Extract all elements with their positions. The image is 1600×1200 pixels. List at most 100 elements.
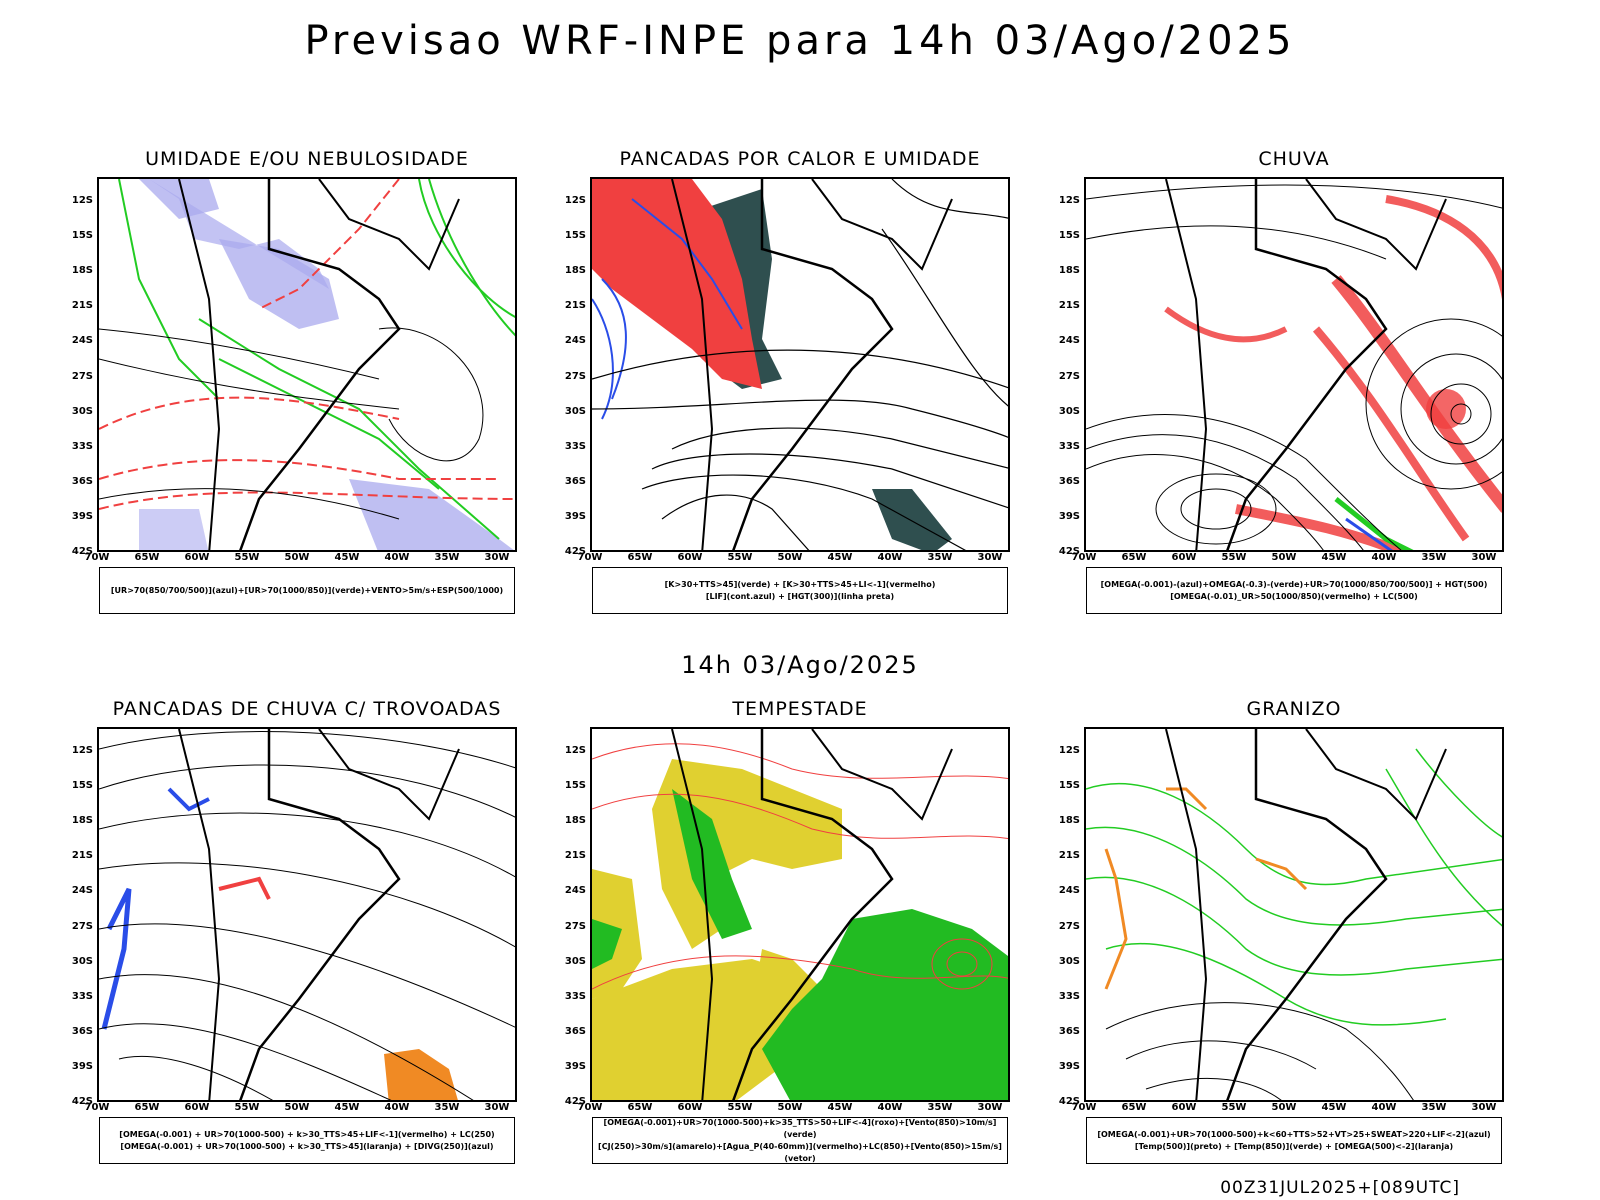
lat-tick-label: 30S: [71, 955, 93, 967]
lat-tick-label: 12S: [71, 745, 93, 756]
lon-tick-label: 40W: [877, 552, 903, 563]
lon-tick-label: 40W: [384, 1102, 410, 1113]
lon-tick-label: 45W: [827, 552, 853, 563]
lon-tick-label: 35W: [434, 1102, 460, 1113]
lat-tick-label: 27S: [564, 370, 586, 382]
lat-tick-label: 24S: [1058, 885, 1080, 897]
lon-tick-label: 45W: [1321, 552, 1347, 563]
lon-tick-label: 45W: [334, 1102, 360, 1113]
lat-tick-label: 33S: [564, 990, 586, 1002]
lat-tick-label: 18S: [564, 815, 586, 827]
lon-tick-label: 50W: [777, 1102, 803, 1113]
run-info-label: 00Z31JUL2025+[089UTC]: [1220, 1178, 1460, 1198]
lon-tick-label: 45W: [334, 552, 360, 563]
lat-tick-label: 27S: [71, 370, 93, 382]
lon-tick-label: 30W: [977, 1102, 1003, 1113]
lon-tick-label: 50W: [1271, 1102, 1297, 1113]
lon-tick-label: 60W: [677, 1102, 703, 1113]
lon-tick-label: 30W: [1471, 552, 1497, 563]
lat-tick-label: 27S: [564, 920, 586, 932]
lat-tick-label: 36S: [1058, 475, 1080, 487]
lat-tick-label: 36S: [564, 475, 586, 487]
lon-tick-label: 30W: [1471, 1102, 1497, 1113]
lat-tick-label: 39S: [1058, 510, 1080, 522]
lat-tick-label: 24S: [564, 885, 586, 897]
lat-tick-label: 21S: [71, 850, 93, 862]
lon-tick-label: 70W: [577, 552, 603, 563]
lon-tick-label: 55W: [727, 552, 753, 563]
lat-tick-label: 15S: [564, 780, 586, 792]
lat-tick-label: 12S: [1058, 195, 1080, 206]
map-pancadas-calor: [590, 177, 1010, 552]
lat-tick-label: 15S: [564, 230, 586, 242]
lat-tick-label: 42S: [71, 546, 93, 557]
lon-tick-label: 60W: [677, 552, 703, 563]
lat-tick-label: 30S: [1058, 955, 1080, 967]
lon-tick-label: 35W: [927, 552, 953, 563]
lon-tick-label: 45W: [827, 1102, 853, 1113]
lon-tick-label: 35W: [1421, 552, 1447, 563]
lat-tick-label: 27S: [71, 920, 93, 932]
lon-tick-label: 35W: [1421, 1102, 1447, 1113]
legend-line: [Temp(500)](preto) + [Temp(850)](verde) …: [1134, 1141, 1454, 1151]
lat-tick-label: 36S: [564, 1025, 586, 1037]
lat-tick-label: 33S: [71, 990, 93, 1002]
panel-title: GRANIZO: [1246, 698, 1342, 720]
map-chuva: [1084, 177, 1504, 552]
lon-tick-label: 50W: [1271, 552, 1297, 563]
panel-title: PANCADAS DE CHUVA C/ TROVOADAS: [112, 698, 502, 720]
lon-tick-label: 70W: [84, 1102, 110, 1113]
panel-title: UMIDADE E/OU NEBULOSIDADE: [145, 148, 469, 170]
lat-tick-label: 24S: [71, 885, 93, 897]
lon-tick-label: 65W: [627, 552, 653, 563]
lon-tick-label: 30W: [484, 552, 510, 563]
lon-tick-label: 55W: [234, 552, 260, 563]
lat-tick-label: 15S: [1058, 230, 1080, 242]
lon-tick-label: 65W: [134, 1102, 160, 1113]
lat-tick-label: 36S: [71, 1025, 93, 1037]
legend-box: [OMEGA(-0.001) + UR>70(1000-500) + k>30_…: [99, 1117, 515, 1164]
lon-tick-label: 70W: [1071, 552, 1097, 563]
legend-line: [OMEGA(-0.01)_UR>50(1000/850)(vermelho) …: [1170, 591, 1418, 601]
lon-tick-label: 60W: [184, 552, 210, 563]
lat-tick-label: 39S: [71, 1060, 93, 1072]
map-graphic: [1086, 729, 1502, 1100]
lon-tick-label: 70W: [84, 552, 110, 563]
lat-tick-label: 12S: [1058, 745, 1080, 756]
map-granizo: [1084, 727, 1504, 1102]
lon-tick-label: 40W: [1371, 1102, 1397, 1113]
lon-tick-label: 30W: [977, 552, 1003, 563]
legend-box: [OMEGA(-0.001)+UR>70(1000-500)+k<60+TTS>…: [1086, 1117, 1502, 1164]
lon-tick-label: 50W: [284, 552, 310, 563]
lon-tick-label: 45W: [1321, 1102, 1347, 1113]
map-graphic: [99, 729, 515, 1100]
valid-time-label: 14h 03/Ago/2025: [681, 651, 919, 679]
lat-tick-label: 42S: [1058, 1096, 1080, 1107]
map-graphic: [1086, 179, 1502, 550]
lon-tick-label: 70W: [577, 1102, 603, 1113]
panel-title: TEMPESTADE: [732, 698, 868, 720]
legend-box: [UR>70(850/700/500)](azul)+[UR>70(1000/8…: [99, 567, 515, 614]
lat-tick-label: 30S: [71, 405, 93, 417]
lon-tick-label: 60W: [184, 1102, 210, 1113]
lon-tick-label: 55W: [1221, 1102, 1247, 1113]
lon-tick-label: 40W: [384, 552, 410, 563]
map-graphic: [99, 179, 515, 550]
main-title: Previsao WRF-INPE para 14h 03/Ago/2025: [304, 18, 1296, 64]
lon-tick-label: 65W: [1121, 1102, 1147, 1113]
lat-tick-label: 36S: [1058, 1025, 1080, 1037]
lat-tick-label: 15S: [71, 780, 93, 792]
lon-tick-label: 40W: [1371, 552, 1397, 563]
lat-tick-label: 30S: [1058, 405, 1080, 417]
lat-tick-label: 33S: [1058, 990, 1080, 1002]
lat-tick-label: 24S: [564, 335, 586, 347]
legend-line: [LIF](cont.azul) + [HGT(300)](linha pret…: [705, 591, 895, 601]
lat-tick-label: 18S: [1058, 265, 1080, 277]
legend-line: [OMEGA(-0.001)+UR>70(1000-500)+k>35_TTS>…: [603, 1117, 997, 1139]
lat-tick-label: 21S: [564, 850, 586, 862]
lat-tick-label: 42S: [71, 1096, 93, 1107]
panel-title: CHUVA: [1258, 148, 1330, 170]
lat-tick-label: 42S: [564, 546, 586, 557]
lat-tick-label: 30S: [564, 405, 586, 417]
lat-tick-label: 15S: [1058, 780, 1080, 792]
